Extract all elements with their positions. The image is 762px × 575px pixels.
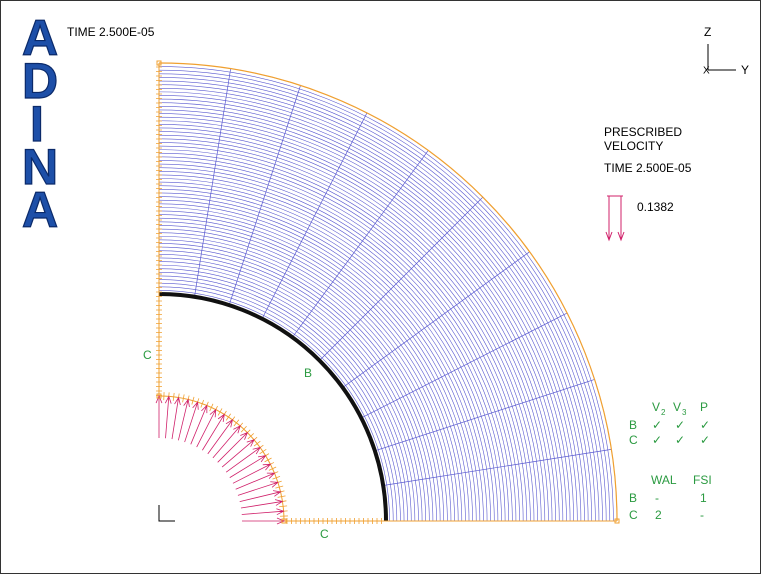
- corner-node: [156, 393, 162, 399]
- boundary-edges: [158, 63, 617, 522]
- axis-x: X: [703, 66, 710, 77]
- logo-letter: D: [22, 53, 58, 109]
- time-label: TIME 2.500E-05: [67, 25, 155, 39]
- table-header: P: [700, 400, 708, 414]
- legend-title: PRESCRIBED: [604, 125, 682, 139]
- fsi-boundary: [158, 292, 388, 522]
- legend-title: VELOCITY: [604, 139, 663, 153]
- legend-value: 0.1382: [637, 200, 674, 214]
- table-header: WAL: [651, 473, 677, 487]
- table-header-sub: 2: [661, 408, 666, 417]
- table-cell: C: [629, 433, 638, 447]
- region-label: C: [320, 527, 329, 541]
- region-label: B: [304, 366, 312, 380]
- outer-boundary: [158, 62, 618, 522]
- table-cell: ✓: [652, 433, 662, 447]
- table-cell: ✓: [700, 418, 710, 432]
- table-header: V: [673, 400, 681, 414]
- region-label: C: [143, 348, 152, 362]
- table-cell: ✓: [700, 433, 710, 447]
- table-cell: B: [629, 491, 637, 505]
- origin-marker: [158, 505, 175, 522]
- corner-node: [156, 60, 162, 66]
- legend-arrows: [605, 195, 625, 242]
- corner-node: [614, 518, 620, 524]
- legend-time: TIME 2.500E-05: [604, 161, 692, 175]
- table-cell: -: [700, 508, 704, 522]
- table-cell: B: [629, 418, 637, 432]
- table-cell: 1: [700, 491, 707, 505]
- axis-y: Y: [741, 63, 749, 77]
- table-cell: ✓: [652, 418, 662, 432]
- logo-letter: I: [30, 96, 44, 152]
- table-cell: C: [629, 508, 638, 522]
- velocity-arrows: [155, 394, 286, 525]
- table-cell: ✓: [675, 433, 685, 447]
- table-header-sub: 3: [682, 408, 687, 417]
- axis-z: Z: [704, 25, 711, 39]
- table-cell: 2: [655, 508, 662, 522]
- mesh: [155, 60, 620, 525]
- table-cell: ✓: [675, 418, 685, 432]
- logo-letter: N: [22, 139, 58, 195]
- table-cell: -: [655, 491, 659, 505]
- table-header: V: [652, 400, 660, 414]
- corner-node: [281, 518, 287, 524]
- logo-letter: A: [22, 182, 58, 238]
- table-header: FSI: [693, 473, 712, 487]
- logo-letter: A: [22, 10, 58, 66]
